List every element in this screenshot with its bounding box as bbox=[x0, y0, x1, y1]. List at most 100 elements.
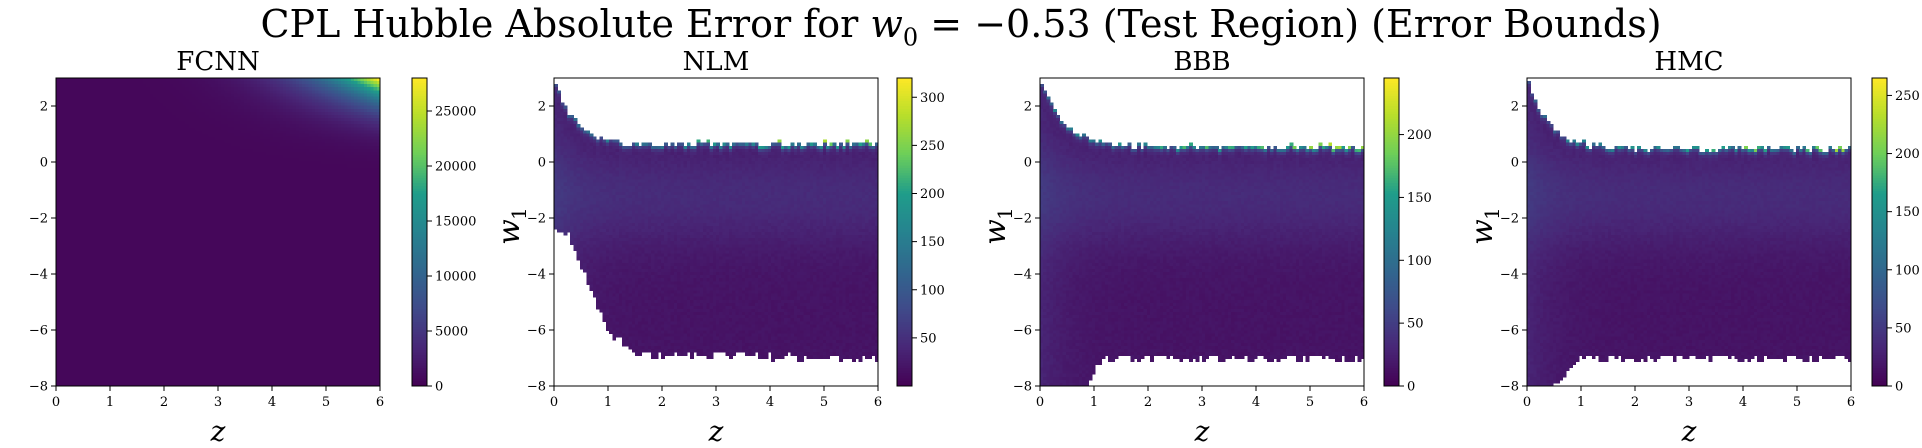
x-tick-label: 5 bbox=[820, 395, 828, 410]
colorbar-frame bbox=[1871, 77, 1888, 387]
colorbar-tick-label: 200 bbox=[1407, 128, 1432, 143]
x-tick-label: 6 bbox=[1360, 395, 1368, 410]
y-tick-label: −8 bbox=[527, 380, 546, 395]
panel-title: NLM bbox=[683, 47, 750, 77]
x-tick-label: 3 bbox=[712, 395, 720, 410]
heatmap-cells bbox=[1527, 81, 1852, 387]
y-tick-label: −4 bbox=[1013, 268, 1032, 283]
colorbar-tick-label: 25000 bbox=[435, 105, 476, 120]
y-tick-label: −6 bbox=[1013, 324, 1032, 339]
colorbar-tick-label: 10000 bbox=[435, 270, 476, 285]
colorbar-tick-label: 300 bbox=[920, 91, 945, 106]
y-axis-label: w1 bbox=[492, 207, 531, 245]
x-tick-label: 2 bbox=[160, 395, 168, 410]
heatmap-cells bbox=[56, 78, 381, 387]
heatmap-panel-bbb: 0 1 2 3 4 5 6 −8 −6 −4 −2 0 2 BBB z w1 0 50 100 150 200 bbox=[978, 47, 1432, 448]
y-tick-label: 0 bbox=[1024, 156, 1032, 171]
x-tick-label: 3 bbox=[214, 395, 222, 410]
y-tick-label: −2 bbox=[1500, 212, 1519, 227]
y-tick-label: −8 bbox=[1013, 380, 1032, 395]
y-tick-label: 0 bbox=[538, 156, 546, 171]
colorbar-tick-label: 50 bbox=[1895, 321, 1912, 336]
colorbar-tick-label: 200 bbox=[1895, 147, 1920, 162]
y-tick-label: −4 bbox=[29, 268, 48, 283]
y-tick-label: 2 bbox=[40, 100, 48, 115]
x-tick-label: 0 bbox=[1523, 395, 1531, 410]
x-tick-label: 3 bbox=[1198, 395, 1206, 410]
x-axis-label: z bbox=[708, 415, 724, 448]
y-tick-label: −2 bbox=[527, 212, 546, 227]
y-tick-label: −2 bbox=[29, 212, 48, 227]
x-tick-label: 1 bbox=[106, 395, 114, 410]
colorbar-frame bbox=[1383, 77, 1400, 387]
y-tick-label: 0 bbox=[40, 156, 48, 171]
x-tick-label: 5 bbox=[322, 395, 330, 410]
panel-title: FCNN bbox=[176, 47, 259, 77]
x-tick-label: 5 bbox=[1306, 395, 1314, 410]
y-tick-label: −4 bbox=[1500, 268, 1519, 283]
heatmap-cells bbox=[554, 84, 879, 362]
colorbar-frame bbox=[896, 77, 913, 387]
x-tick-label: 3 bbox=[1685, 395, 1693, 410]
colorbar-tick-label: 20000 bbox=[435, 160, 476, 175]
y-axis-label: w1 bbox=[1465, 207, 1504, 245]
heatmap-panel-hmc: 0 1 2 3 4 5 6 −8 −6 −4 −2 0 2 HMC z w1 0 50 100 150 200 250 bbox=[1465, 47, 1920, 448]
colorbar bbox=[1872, 78, 1887, 387]
y-tick-label: −2 bbox=[1013, 212, 1032, 227]
colorbar bbox=[897, 78, 912, 387]
y-tick-label: −6 bbox=[1500, 324, 1519, 339]
y-tick-label: −4 bbox=[527, 268, 546, 283]
x-tick-label: 1 bbox=[1090, 395, 1098, 410]
x-tick-label: 0 bbox=[550, 395, 558, 410]
y-tick-label: −6 bbox=[527, 324, 546, 339]
heatmap-panel-nlm: 0 1 2 3 4 5 6 −8 −6 −4 −2 0 2 NLM z w1 50 100 150 200 250 300 bbox=[492, 47, 945, 448]
heatmap-cells bbox=[1040, 84, 1365, 387]
x-tick-label: 6 bbox=[376, 395, 384, 410]
colorbar-tick-label: 100 bbox=[1407, 254, 1432, 269]
colorbar-tick-label: 5000 bbox=[435, 325, 468, 340]
colorbar-tick-label: 15000 bbox=[435, 215, 476, 230]
colorbar-frame bbox=[411, 77, 428, 387]
x-tick-label: 4 bbox=[1739, 395, 1747, 410]
x-tick-label: 4 bbox=[766, 395, 774, 410]
colorbar-tick-label: 0 bbox=[435, 380, 443, 395]
x-axis-label: z bbox=[1681, 415, 1697, 448]
y-tick-label: 2 bbox=[1511, 100, 1519, 115]
x-tick-label: 1 bbox=[1577, 395, 1585, 410]
colorbar-tick-label: 50 bbox=[920, 331, 937, 346]
panel-title: BBB bbox=[1173, 47, 1230, 77]
x-tick-label: 1 bbox=[604, 395, 612, 410]
colorbar-tick-label: 150 bbox=[1895, 205, 1920, 220]
y-tick-label: 2 bbox=[538, 100, 546, 115]
y-tick-label: 2 bbox=[1024, 100, 1032, 115]
panel-title: HMC bbox=[1654, 47, 1723, 77]
x-axis-label: z bbox=[210, 415, 226, 448]
y-tick-label: 0 bbox=[1511, 156, 1519, 171]
y-tick-label: −8 bbox=[1500, 380, 1519, 395]
colorbar-tick-label: 250 bbox=[1895, 89, 1920, 104]
x-tick-label: 2 bbox=[658, 395, 666, 410]
colorbar-tick-label: 100 bbox=[1895, 263, 1920, 278]
colorbar-tick-label: 100 bbox=[920, 283, 945, 298]
y-tick-label: −6 bbox=[29, 324, 48, 339]
x-tick-label: 5 bbox=[1793, 395, 1801, 410]
colorbar bbox=[412, 78, 427, 387]
heatmap-panel-fcnn: 0 1 2 3 4 5 6 −8 −6 −4 −2 0 2 FCNN z 0 5000 10000 15000 200… bbox=[29, 47, 477, 448]
x-tick-label: 2 bbox=[1631, 395, 1639, 410]
x-tick-label: 0 bbox=[1036, 395, 1044, 410]
x-tick-label: 4 bbox=[268, 395, 276, 410]
colorbar-tick-label: 250 bbox=[920, 139, 945, 154]
colorbar-tick-label: 150 bbox=[920, 235, 945, 250]
x-tick-label: 6 bbox=[1847, 395, 1855, 410]
figure-title: CPL Hubble Absolute Error for w0 = −0.53… bbox=[0, 2, 1922, 52]
y-tick-label: −8 bbox=[29, 380, 48, 395]
x-tick-label: 0 bbox=[52, 395, 60, 410]
x-tick-label: 4 bbox=[1252, 395, 1260, 410]
y-axis-label: w1 bbox=[978, 207, 1017, 245]
x-tick-label: 2 bbox=[1144, 395, 1152, 410]
colorbar-tick-label: 0 bbox=[1407, 380, 1415, 395]
colorbar bbox=[1384, 78, 1399, 387]
x-axis-label: z bbox=[1194, 415, 1210, 448]
x-tick-label: 6 bbox=[874, 395, 882, 410]
